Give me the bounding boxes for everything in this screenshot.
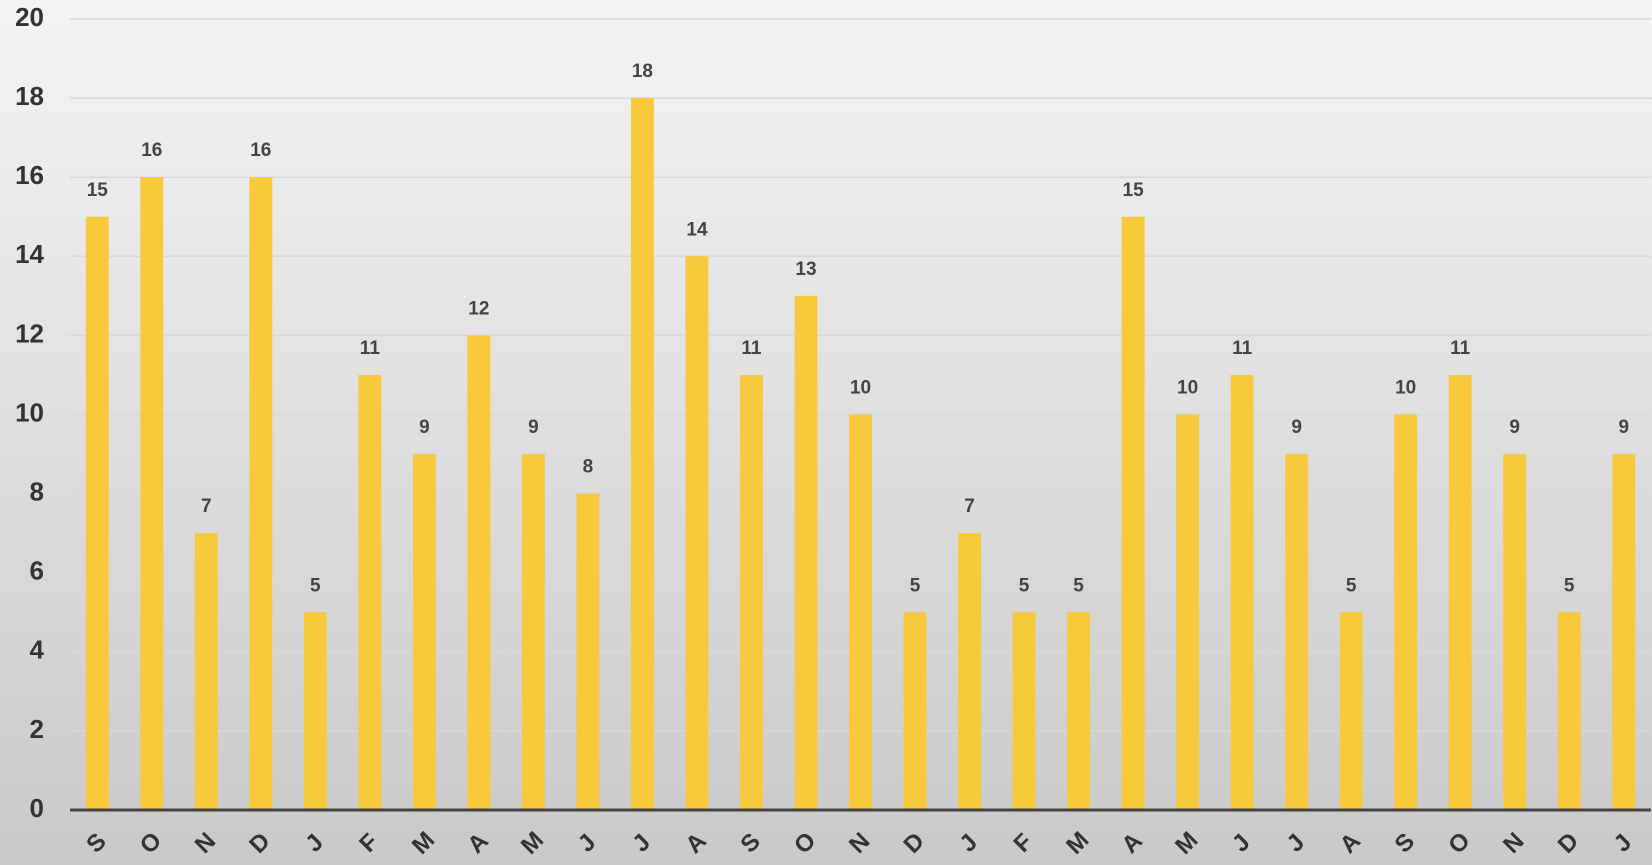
y-tick-label: 16 [15, 160, 44, 190]
bar [1176, 414, 1200, 810]
value-label: 15 [1123, 180, 1145, 201]
value-label: 11 [1450, 338, 1471, 359]
bar [303, 612, 327, 810]
bar [958, 533, 981, 810]
value-label: 10 [1395, 378, 1416, 399]
value-label: 10 [850, 378, 871, 399]
bar [1448, 374, 1472, 810]
bar [794, 295, 818, 811]
y-tick-label: 14 [15, 239, 44, 269]
bar [1230, 374, 1254, 810]
value-label: 8 [583, 457, 594, 478]
value-label: 9 [419, 417, 430, 438]
value-label: 5 [1564, 575, 1575, 596]
bar [140, 177, 164, 810]
value-label: 11 [360, 338, 381, 359]
value-label: 9 [528, 417, 539, 438]
y-tick-label: 12 [15, 318, 44, 348]
value-label: 14 [686, 219, 708, 240]
value-label: 9 [1509, 417, 1520, 438]
bar [194, 533, 218, 810]
value-label: 18 [632, 61, 653, 82]
y-tick-label: 18 [15, 81, 44, 111]
bar [412, 454, 436, 810]
bar [1394, 414, 1418, 810]
value-label: 10 [1177, 378, 1198, 399]
value-label: 5 [1019, 575, 1030, 596]
bar [1339, 612, 1363, 810]
bar [1503, 454, 1527, 810]
y-tick-label: 6 [30, 556, 44, 586]
value-label: 12 [468, 298, 489, 319]
value-label: 15 [87, 180, 109, 201]
bar [849, 414, 872, 810]
bar [1121, 216, 1145, 810]
value-label: 7 [201, 496, 212, 517]
bar [1557, 612, 1581, 810]
bar [467, 335, 491, 810]
value-label: 9 [1618, 417, 1629, 438]
bar [903, 612, 927, 810]
value-label: 11 [1232, 338, 1253, 359]
value-label: 5 [310, 575, 321, 596]
bar [685, 256, 709, 810]
y-tick-label: 4 [30, 635, 45, 665]
value-label: 7 [964, 496, 975, 517]
value-label: 5 [1073, 575, 1084, 596]
bar [521, 454, 545, 810]
bar [1067, 612, 1091, 810]
value-label: 9 [1291, 417, 1302, 438]
value-label: 13 [795, 259, 816, 280]
value-label: 11 [741, 338, 762, 359]
bar [358, 374, 382, 810]
bar [85, 216, 109, 810]
y-tick-label: 0 [30, 793, 44, 823]
bar [1012, 612, 1036, 810]
y-tick-label: 10 [15, 397, 44, 427]
bar [630, 98, 654, 811]
value-label: 5 [1346, 575, 1357, 596]
bar [1285, 454, 1309, 810]
value-label: 16 [250, 140, 271, 161]
y-tick-label: 2 [30, 714, 44, 744]
value-label: 5 [910, 575, 921, 596]
y-tick-label: 8 [30, 476, 44, 506]
value-label: 16 [141, 140, 162, 161]
bar [740, 374, 763, 810]
bar [1612, 454, 1636, 810]
bar [576, 493, 600, 810]
bar [249, 177, 273, 810]
y-tick-label: 20 [15, 2, 44, 32]
